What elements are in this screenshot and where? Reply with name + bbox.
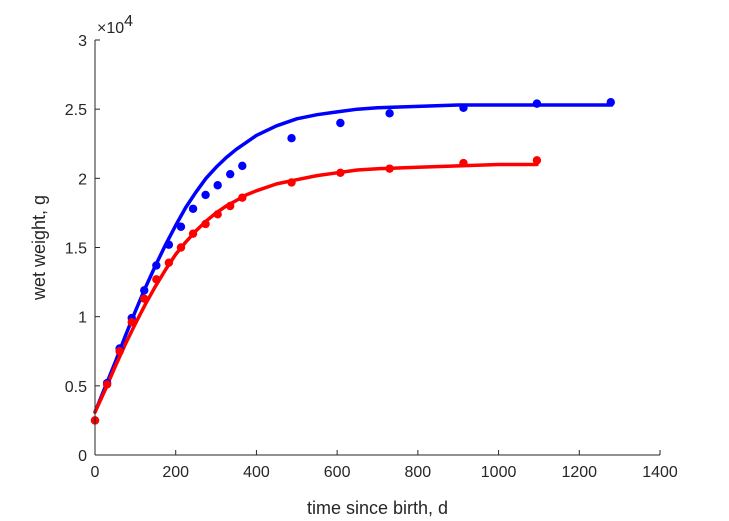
data-point: [127, 318, 136, 327]
data-point: [188, 229, 198, 238]
data-point: [238, 193, 247, 202]
data-point: [213, 181, 222, 190]
x-tick-label: 600: [324, 464, 351, 481]
axes: 0 200 400 600 800 1000 1200 1400 0 0.5 1 1.5 2 2.5 3: [65, 33, 678, 481]
y-tick-label: 0: [78, 448, 87, 465]
data-point: [188, 204, 198, 213]
data-point: [213, 210, 222, 219]
x-tick-label: 200: [162, 464, 189, 481]
x-tick-label: 1400: [642, 464, 678, 481]
y-axis-label: wet weight, g: [29, 195, 49, 301]
data-point: [606, 98, 615, 107]
series-layer: [90, 98, 615, 425]
x-axis-label: time since birth, d: [307, 498, 448, 518]
data-point: [385, 109, 394, 118]
y-tick-label: 1.5: [65, 241, 87, 258]
data-point: [459, 103, 468, 112]
data-point: [201, 219, 210, 229]
x-tick-label: 400: [243, 464, 270, 481]
y-tick-label: 1: [78, 310, 87, 327]
y-axis-multiplier: ×104: [97, 13, 133, 37]
y-tick-label: 2.5: [65, 102, 87, 119]
x-tick-label: 0: [91, 464, 100, 481]
data-point: [201, 190, 210, 200]
data-point: [102, 380, 112, 389]
data-point: [532, 156, 542, 165]
data-point: [385, 164, 394, 173]
data-point: [238, 161, 247, 171]
data-point: [287, 178, 296, 187]
data-point: [225, 169, 235, 179]
y-tick-label: 0.5: [65, 379, 87, 396]
y-multiplier-exponent: 4: [124, 13, 133, 30]
data-point: [336, 168, 345, 177]
data-point: [225, 201, 235, 211]
data-point: [287, 134, 296, 143]
data-point: [164, 240, 174, 249]
data-point: [152, 261, 161, 270]
fit-curve-3: [93, 162, 539, 414]
x-tick-label: 1000: [481, 464, 517, 481]
data-point: [532, 99, 542, 108]
data-point: [176, 222, 186, 231]
y-tick-label: 3: [78, 33, 87, 50]
y-tick-label: 2: [78, 171, 87, 188]
y-multiplier-base: ×10: [97, 20, 124, 37]
x-tick-label: 1200: [561, 464, 597, 481]
data-point: [140, 294, 149, 303]
data-point: [336, 118, 345, 128]
data-point: [459, 158, 468, 168]
data-point: [176, 243, 186, 252]
data-point: [115, 347, 124, 356]
data-point: [152, 275, 161, 284]
x-tick-label: 800: [405, 464, 432, 481]
data-point: [164, 258, 174, 267]
data-point: [140, 286, 149, 295]
